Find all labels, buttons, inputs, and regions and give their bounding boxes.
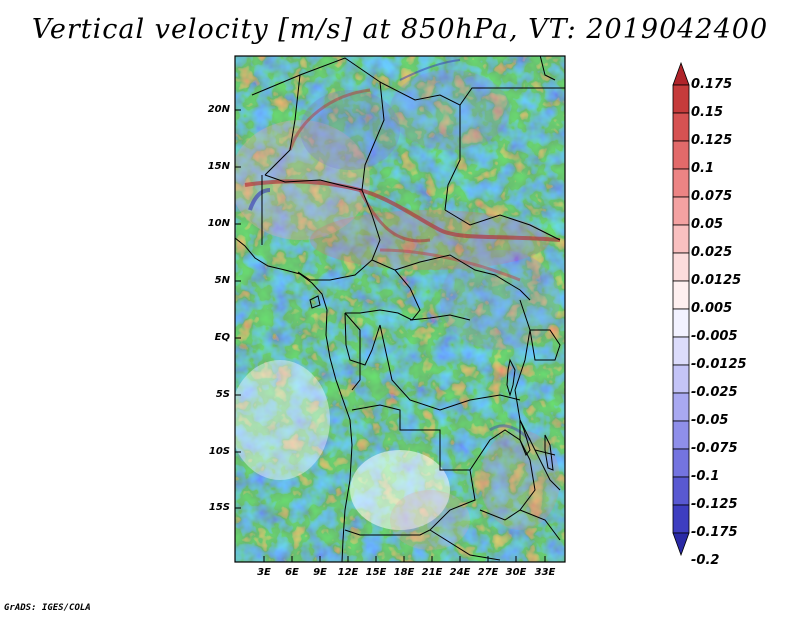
colorbar-top-arrow: [672, 61, 690, 86]
colorbar-label: 0.075: [691, 189, 733, 204]
colorbar-label: 0.005: [691, 301, 733, 316]
lon-label: 27E: [477, 567, 499, 578]
lon-label: 6E: [285, 567, 299, 578]
lon-label: 12E: [337, 567, 359, 578]
colorbar-swatch: [672, 196, 690, 226]
colorbar-label: 0.175: [691, 77, 733, 92]
lat-label: 15S: [208, 502, 230, 513]
country-borders: [235, 56, 565, 562]
lat-label: 5S: [215, 389, 230, 400]
colorbar-swatch: [672, 392, 690, 422]
colorbar-swatch: [672, 308, 690, 338]
colorbar-label: 0.05: [691, 217, 724, 232]
colorbar-label: -0.2: [691, 553, 720, 568]
colorbar-label: 0.1: [691, 161, 715, 176]
colorbar-label: 0.125: [691, 133, 733, 148]
lat-label: 20N: [207, 104, 230, 115]
colorbar: [672, 61, 690, 557]
lat-label: EQ: [214, 332, 230, 343]
lon-label: 21E: [421, 567, 443, 578]
colorbar-swatch: [672, 476, 690, 506]
colorbar-swatch: [672, 168, 690, 198]
colorbar-label: -0.075: [691, 441, 738, 456]
colorbar-label: -0.175: [691, 525, 738, 540]
lat-label: 10N: [207, 218, 230, 229]
colorbar-swatch: [672, 364, 690, 394]
colorbar-bottom-arrow: [672, 532, 690, 557]
lon-label: 33E: [534, 567, 556, 578]
lon-label: 18E: [393, 567, 415, 578]
colorbar-swatch: [672, 420, 690, 450]
colorbar-swatch: [672, 336, 690, 366]
lon-label: 24E: [449, 567, 471, 578]
lon-label: 15E: [365, 567, 387, 578]
colorbar-swatch: [672, 84, 690, 114]
colorbar-swatch: [672, 448, 690, 478]
colorbar-swatch: [672, 140, 690, 170]
footer-credit: GrADS: IGES/COLA: [4, 603, 91, 613]
colorbar-label: 0.0125: [691, 273, 742, 288]
colorbar-swatch: [672, 280, 690, 310]
lat-label: 10S: [208, 446, 230, 457]
map-title: Vertical velocity [m/s] at 850hPa, VT: 2…: [31, 14, 769, 45]
lon-label: 3E: [257, 567, 271, 578]
axis-ticks: [235, 109, 546, 562]
lon-label: 9E: [313, 567, 327, 578]
colorbar-label: -0.05: [691, 413, 729, 428]
colorbar-label: -0.1: [691, 469, 720, 484]
lon-label: 30E: [505, 567, 527, 578]
colorbar-label: -0.0125: [691, 357, 747, 372]
colorbar-swatch: [672, 252, 690, 282]
vertical-velocity-field: [235, 56, 565, 562]
colorbar-swatch: [672, 504, 690, 534]
colorbar-label: -0.025: [691, 385, 738, 400]
lat-label: 5N: [214, 275, 230, 286]
colorbar-label: 0.15: [691, 105, 724, 120]
colorbar-label: -0.125: [691, 497, 738, 512]
colorbar-label: 0.025: [691, 245, 733, 260]
plot-frame: [234, 55, 566, 563]
colorbar-swatch: [672, 224, 690, 254]
lat-label: 15N: [207, 161, 230, 172]
colorbar-label: -0.005: [691, 329, 738, 344]
colorbar-swatch: [672, 112, 690, 142]
